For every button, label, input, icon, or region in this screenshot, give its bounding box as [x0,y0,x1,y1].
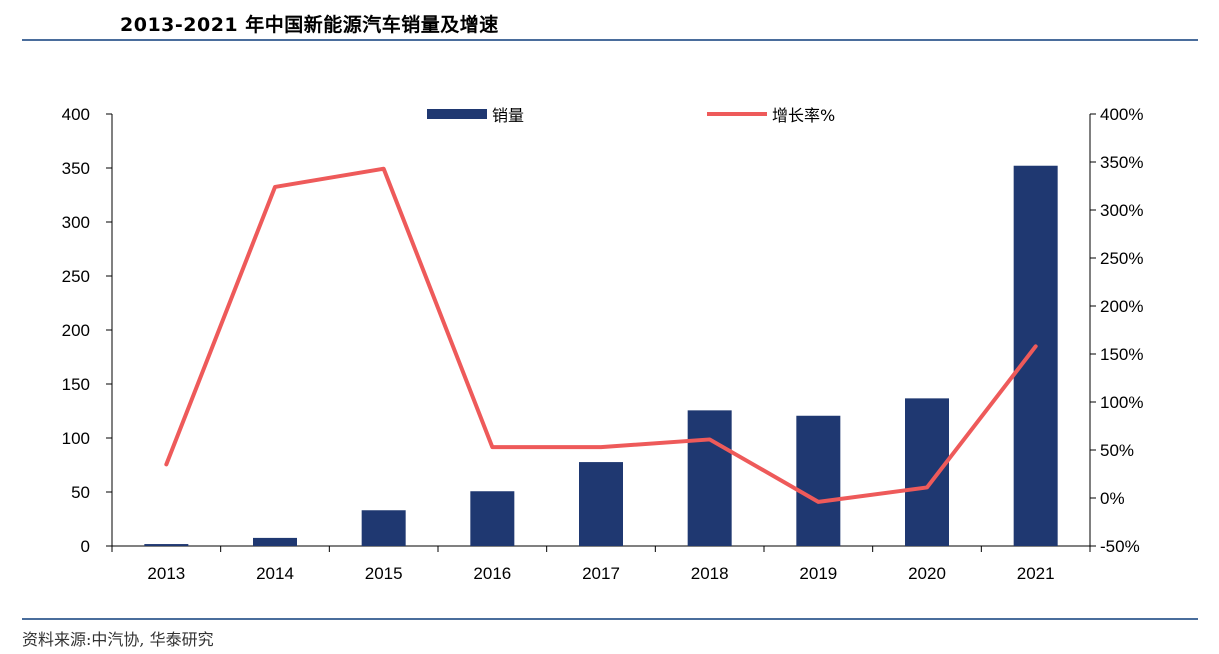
bar-2014 [253,537,297,546]
y-right-tick-label: 250% [1100,249,1143,268]
y-left-tick-label: 150 [62,375,90,394]
x-tick-label: 2017 [582,564,620,583]
bar-2018 [687,410,732,546]
y-right-tick-label: 100% [1100,393,1143,412]
x-tick-label: 2020 [908,564,946,583]
bar-2013 [144,544,189,546]
y-right-tick-label: 400% [1100,105,1143,124]
bar-2019 [796,415,841,546]
y-right-tick-label: -50% [1100,537,1140,556]
y-right-tick-label: 300% [1100,201,1143,220]
bar-2020 [905,398,949,546]
bar-2015 [361,510,406,546]
x-tick-label: 2014 [256,564,294,583]
y-left-tick-label: 400 [62,105,90,124]
x-tick-label: 2016 [473,564,511,583]
y-right-tick-label: 200% [1100,297,1143,316]
y-left-tick-label: 200 [62,321,90,340]
y-right-tick-label: 50% [1100,441,1134,460]
x-tick-label: 2013 [147,564,185,583]
bottom-rule [22,618,1198,620]
y-right-tick-label: 150% [1100,345,1143,364]
source-note: 资料来源:中汽协, 华泰研究 [22,630,214,649]
x-tick-label: 2015 [365,564,403,583]
y-left-tick-label: 350 [62,159,90,178]
x-tick-label: 2021 [1017,564,1055,583]
chart-title: 2013-2021 年中国新能源汽车销量及增速 [120,14,499,36]
x-tick-label: 2018 [691,564,729,583]
legend-label-line: 增长率% [772,106,835,125]
y-left-tick-label: 50 [71,483,90,502]
y-right-tick-label: 350% [1100,153,1143,172]
y-left-tick-label: 0 [81,537,90,556]
y-left-tick-label: 300 [62,213,90,232]
top-rule [22,39,1198,41]
x-tick-label: 2019 [799,564,837,583]
y-left-tick-label: 250 [62,267,90,286]
bar-2017 [579,462,623,546]
legend-swatch-bar [427,109,487,119]
legend-label-bar: 销量 [492,106,524,125]
bar-2021 [1013,165,1058,546]
y-left-tick-label: 100 [62,429,90,448]
y-right-tick-label: 0% [1100,489,1125,508]
bar-2016 [470,491,515,546]
